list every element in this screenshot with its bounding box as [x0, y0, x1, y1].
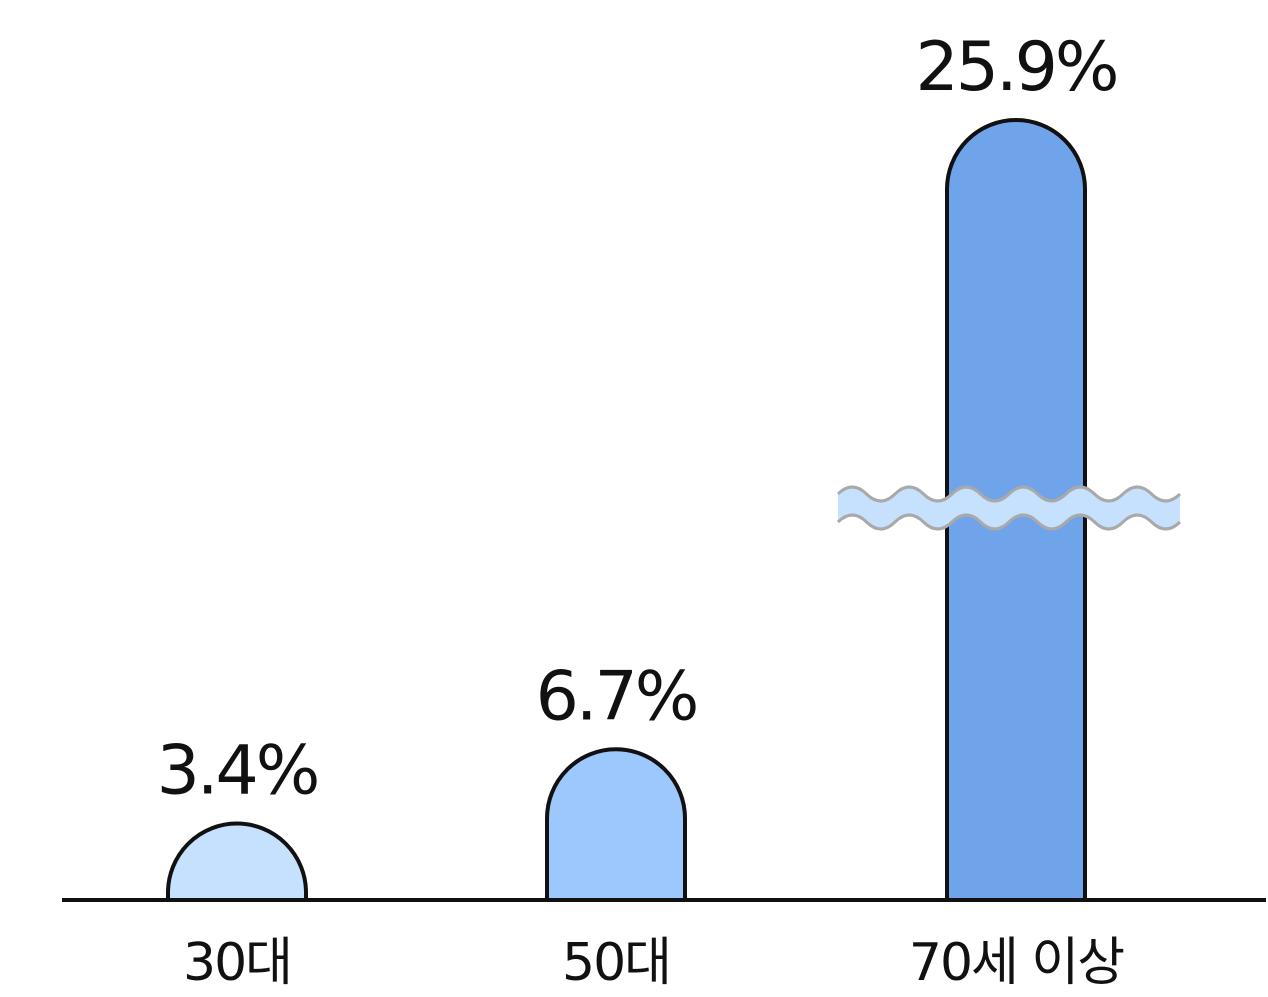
value-label-2: 6.7%: [536, 657, 697, 736]
labels-layer: 3.4% 30대 6.7% 50대 25.9% 70세 이상: [157, 28, 1127, 993]
bar-2: [545, 747, 687, 902]
axis-break-layer: [836, 485, 1182, 531]
bar-1: [166, 821, 308, 902]
category-label-3: 70세 이상: [909, 933, 1124, 993]
value-label-1: 3.4%: [157, 732, 318, 811]
axis-break-wave-bottom: [836, 513, 1182, 531]
category-label-1: 30대: [183, 933, 291, 993]
category-label-2: 50대: [562, 933, 670, 993]
axis-break-wave-top: [836, 485, 1182, 503]
value-label-3: 25.9%: [915, 28, 1116, 107]
axis-break-band: [838, 487, 1180, 529]
